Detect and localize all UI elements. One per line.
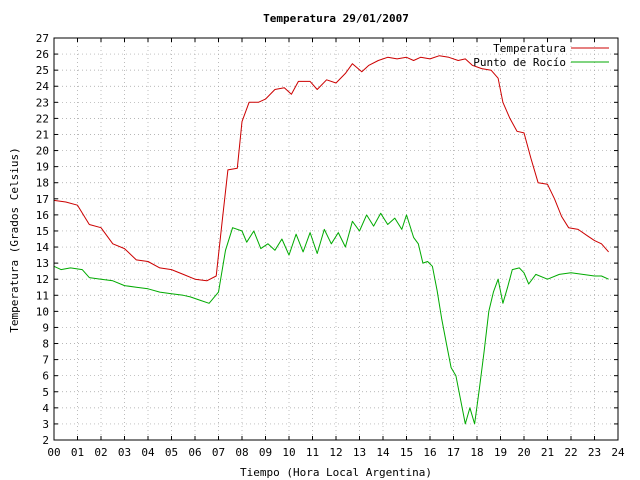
y-tick-label: 14 bbox=[36, 241, 50, 254]
y-axis-label: Temperatura (Grados Celsius) bbox=[8, 147, 21, 332]
y-tick-label: 11 bbox=[36, 289, 49, 302]
grid bbox=[54, 38, 618, 440]
x-tick-label: 24 bbox=[611, 446, 625, 459]
y-tick-label: 18 bbox=[36, 177, 49, 190]
y-tick-label: 8 bbox=[42, 338, 49, 351]
x-tick-label: 02 bbox=[94, 446, 107, 459]
series-line-temperatura bbox=[53, 55, 609, 282]
y-tick-label: 17 bbox=[36, 193, 49, 206]
legend-label-punto-de-rocio: Punto de Rocío bbox=[473, 56, 566, 69]
y-tick-label: 15 bbox=[36, 225, 49, 238]
x-tick-label: 01 bbox=[71, 446, 84, 459]
y-tick-label: 6 bbox=[42, 370, 49, 383]
x-tick-label: 10 bbox=[282, 446, 295, 459]
y-tick-label: 9 bbox=[42, 321, 49, 334]
x-tick-label: 17 bbox=[447, 446, 460, 459]
series-line-punto-de-rocio bbox=[53, 212, 609, 425]
y-tick-label: 5 bbox=[42, 386, 49, 399]
axis-ticks: 2345678910111213141516171819202122232425… bbox=[36, 32, 625, 459]
y-tick-label: 25 bbox=[36, 64, 49, 77]
x-tick-label: 23 bbox=[588, 446, 601, 459]
x-tick-label: 12 bbox=[329, 446, 342, 459]
y-tick-label: 2 bbox=[42, 434, 49, 447]
legend-label-temperatura: Temperatura bbox=[493, 42, 566, 55]
y-tick-label: 4 bbox=[42, 402, 49, 415]
x-tick-label: 22 bbox=[564, 446, 577, 459]
x-tick-label: 18 bbox=[470, 446, 483, 459]
chart-title: Temperatura 29/01/2007 bbox=[263, 12, 409, 25]
x-tick-label: 03 bbox=[118, 446, 131, 459]
x-tick-label: 14 bbox=[376, 446, 390, 459]
y-tick-label: 27 bbox=[36, 32, 49, 45]
y-tick-label: 26 bbox=[36, 48, 49, 61]
y-tick-label: 20 bbox=[36, 145, 49, 158]
y-tick-label: 23 bbox=[36, 96, 49, 109]
x-tick-label: 20 bbox=[517, 446, 530, 459]
y-tick-label: 12 bbox=[36, 273, 49, 286]
legend: Temperatura Punto de Rocío bbox=[473, 42, 609, 69]
x-tick-label: 00 bbox=[47, 446, 60, 459]
x-tick-label: 21 bbox=[541, 446, 554, 459]
x-tick-label: 11 bbox=[306, 446, 319, 459]
y-tick-label: 13 bbox=[36, 257, 49, 270]
x-tick-label: 05 bbox=[165, 446, 178, 459]
x-tick-label: 13 bbox=[353, 446, 366, 459]
y-tick-label: 22 bbox=[36, 112, 49, 125]
x-tick-label: 16 bbox=[423, 446, 436, 459]
x-tick-label: 04 bbox=[141, 446, 155, 459]
y-tick-label: 19 bbox=[36, 161, 49, 174]
y-tick-label: 7 bbox=[42, 354, 49, 367]
x-tick-label: 15 bbox=[400, 446, 413, 459]
x-axis-label: Tiempo (Hora Local Argentina) bbox=[240, 466, 432, 479]
y-tick-label: 10 bbox=[36, 305, 49, 318]
y-tick-label: 16 bbox=[36, 209, 49, 222]
y-tick-label: 21 bbox=[36, 128, 49, 141]
y-tick-label: 3 bbox=[42, 418, 49, 431]
x-tick-label: 07 bbox=[212, 446, 225, 459]
x-tick-label: 08 bbox=[235, 446, 248, 459]
x-tick-label: 06 bbox=[188, 446, 201, 459]
x-tick-label: 19 bbox=[494, 446, 507, 459]
series-lines bbox=[53, 55, 609, 425]
y-tick-label: 24 bbox=[36, 80, 50, 93]
x-tick-label: 09 bbox=[259, 446, 272, 459]
